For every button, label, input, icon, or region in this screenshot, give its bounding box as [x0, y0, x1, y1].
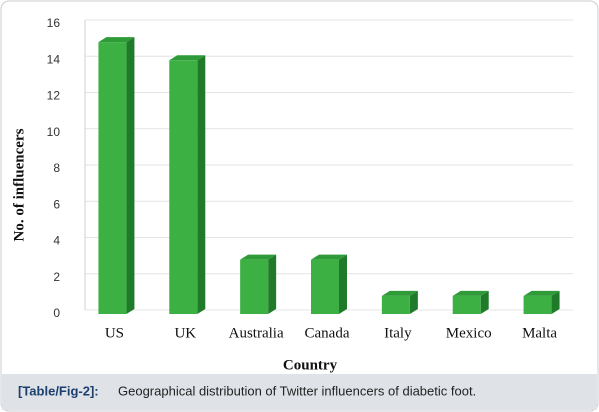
bar: [169, 60, 198, 314]
caption-label: [Table/Fig-2]:: [18, 383, 99, 398]
x-tick-label: Mexico: [446, 325, 492, 341]
bar-side: [339, 254, 347, 314]
x-tick-label: UK: [174, 325, 196, 341]
y-tick-label: 16: [47, 16, 61, 30]
y-tick-label: 12: [47, 89, 61, 103]
bar-side: [268, 254, 277, 314]
bar: [523, 295, 552, 314]
x-tick-label: Canada: [305, 325, 350, 341]
bar-side: [551, 290, 560, 314]
bar: [452, 295, 481, 314]
caption-text: Geographical distribution of Twitter inf…: [118, 383, 476, 398]
bar-side: [197, 55, 206, 314]
y-tick-label: 0: [53, 306, 60, 320]
bar: [381, 295, 410, 314]
y-tick-label: 8: [53, 161, 60, 175]
x-tick-label: Malta: [522, 325, 557, 341]
x-axis-title: Country: [283, 357, 338, 373]
bar-top: [169, 55, 206, 61]
y-tick-label: 2: [53, 270, 60, 284]
x-tick-label: Australia: [229, 325, 284, 341]
bar: [311, 259, 339, 314]
bar-side: [480, 290, 489, 314]
bar-top: [452, 290, 489, 296]
bar: [240, 259, 269, 314]
bar-top: [98, 37, 135, 43]
y-tick-label: 10: [47, 125, 61, 139]
caption-box: [2, 374, 597, 410]
bar-top: [311, 254, 347, 260]
bar-top: [240, 254, 277, 260]
y-tick-label: 6: [53, 197, 60, 211]
bar: [98, 42, 127, 314]
bar-top: [523, 290, 560, 296]
y-tick-label: 4: [53, 234, 60, 248]
x-tick-label: US: [105, 325, 124, 341]
x-tick-label: Italy: [384, 325, 412, 341]
y-axis-title: No. of influencers: [11, 128, 27, 241]
bar-side: [126, 37, 135, 314]
bar-top: [381, 290, 418, 296]
y-tick-label: 14: [47, 52, 61, 66]
bar-side: [409, 290, 418, 314]
